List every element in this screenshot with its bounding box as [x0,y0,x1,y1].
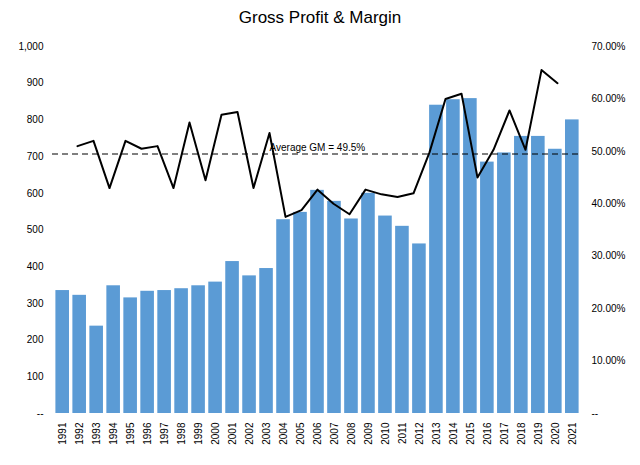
svg-text:1993: 1993 [91,422,102,445]
svg-text:200: 200 [27,334,44,345]
svg-text:300: 300 [27,298,44,309]
svg-text:--: -- [37,408,44,419]
svg-text:800: 800 [27,114,44,125]
svg-text:600: 600 [27,188,44,199]
svg-text:2018: 2018 [516,422,527,445]
svg-text:2008: 2008 [346,422,357,445]
svg-text:2021: 2021 [567,422,578,445]
svg-text:500: 500 [27,224,44,235]
svg-text:2012: 2012 [414,422,425,445]
svg-text:40.00%: 40.00% [592,198,626,209]
svg-text:1997: 1997 [159,422,170,445]
svg-text:--: -- [592,408,599,419]
svg-text:1995: 1995 [125,422,136,445]
svg-text:2011: 2011 [397,422,408,444]
svg-text:2007: 2007 [329,422,340,445]
svg-text:70.00%: 70.00% [592,41,626,52]
svg-text:10.00%: 10.00% [592,355,626,366]
svg-text:2013: 2013 [431,422,442,445]
svg-text:2005: 2005 [295,422,306,445]
svg-text:1992: 1992 [74,422,85,445]
svg-text:2019: 2019 [533,422,544,445]
svg-text:2015: 2015 [465,422,476,445]
svg-text:2001: 2001 [227,422,238,445]
svg-text:1996: 1996 [142,422,153,445]
svg-text:400: 400 [27,261,44,272]
svg-text:2002: 2002 [244,422,255,445]
svg-text:700: 700 [27,151,44,162]
svg-text:20.00%: 20.00% [592,303,626,314]
svg-text:1,000: 1,000 [18,41,43,52]
svg-text:2016: 2016 [482,422,493,445]
svg-text:1998: 1998 [176,422,187,445]
svg-text:2000: 2000 [210,422,221,445]
svg-text:2010: 2010 [380,422,391,445]
svg-text:2003: 2003 [261,422,272,445]
svg-text:30.00%: 30.00% [592,250,626,261]
svg-text:2004: 2004 [278,422,289,445]
svg-text:Average GM = 49.5%: Average GM = 49.5% [270,142,366,153]
svg-text:2009: 2009 [363,422,374,445]
svg-text:50.00%: 50.00% [592,146,626,157]
svg-text:1994: 1994 [108,422,119,445]
html-text:Gross Profit & Margin: Gross Profit & Margin [238,8,402,27]
svg-text:2014: 2014 [448,422,459,445]
svg-text:1999: 1999 [193,422,204,445]
svg-text:2017: 2017 [499,422,510,445]
svg-text:2006: 2006 [312,422,323,445]
svg-text:2020: 2020 [550,422,561,445]
svg-text:100: 100 [27,371,44,382]
svg-text:60.00%: 60.00% [592,93,626,104]
svg-text:900: 900 [27,77,44,88]
svg-text:1991: 1991 [57,422,68,445]
